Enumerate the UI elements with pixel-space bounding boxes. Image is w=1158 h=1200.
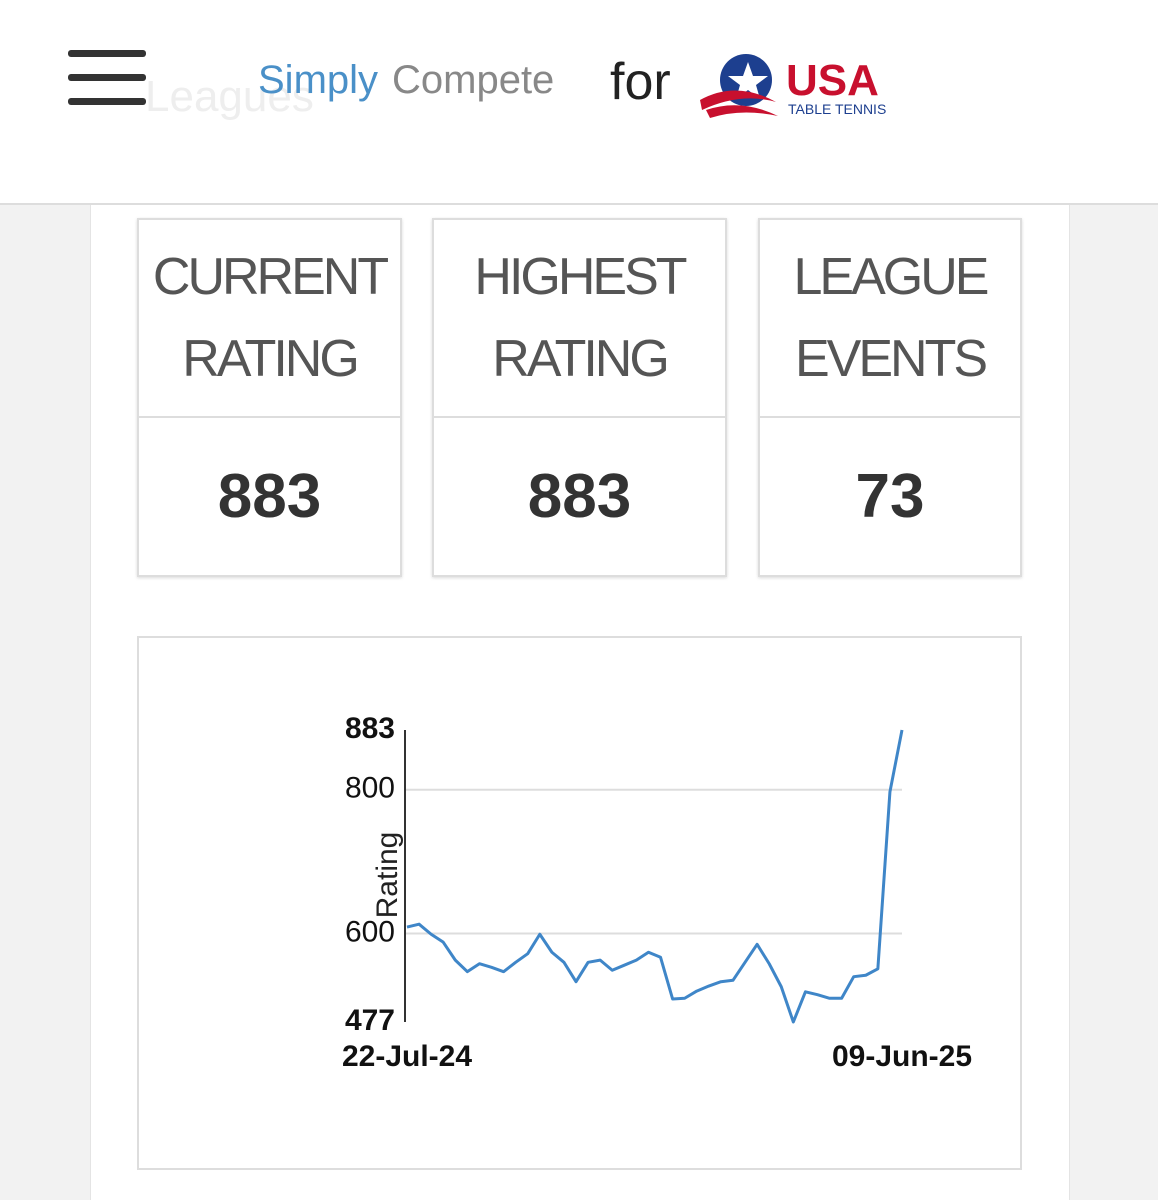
menu-button[interactable] — [68, 50, 146, 106]
chart-box: Rating 477 600 800 883 22-Jul-24 09-Jun-25 — [137, 636, 1022, 1170]
header: Leagues Simply Compete for USA TABLE TEN… — [0, 0, 1158, 205]
y-tick-label: 477 — [345, 1004, 395, 1037]
stat-card: LEAGUE EVENTS 73 — [758, 218, 1022, 577]
y-tick-label: 883 — [345, 712, 395, 745]
ghost-title: Leagues — [145, 72, 314, 121]
y-tick-label: 600 — [345, 915, 395, 948]
stat-label: CURRENT RATING — [139, 220, 400, 418]
y-tick-label: 800 — [345, 772, 395, 805]
org-sub: TABLE TENNIS — [788, 101, 887, 117]
for-text: for — [610, 53, 671, 111]
brand-compete: Compete — [392, 58, 555, 102]
rating-line — [406, 729, 904, 1024]
stat-value: 883 — [217, 462, 322, 531]
stat-value: 73 — [855, 462, 925, 531]
stat-card: HIGHEST RATING 883 — [432, 218, 727, 577]
x-tick-label: 09-Jun-25 — [832, 1040, 972, 1073]
y-axis-label: Rating — [371, 832, 404, 919]
stat-label: LEAGUE EVENTS — [760, 220, 1020, 418]
chart: Rating 477 600 800 883 22-Jul-24 09-Jun-25 — [342, 712, 972, 1073]
stat-value: 883 — [527, 462, 632, 531]
x-tick-label: 22-Jul-24 — [342, 1040, 472, 1073]
usatt-logo — [700, 54, 778, 118]
stat-card: CURRENT RATING 883 — [137, 218, 402, 577]
org-name: USA — [786, 56, 879, 105]
brand-simply: Simply — [258, 58, 379, 102]
stat-label: HIGHEST RATING — [434, 220, 725, 418]
